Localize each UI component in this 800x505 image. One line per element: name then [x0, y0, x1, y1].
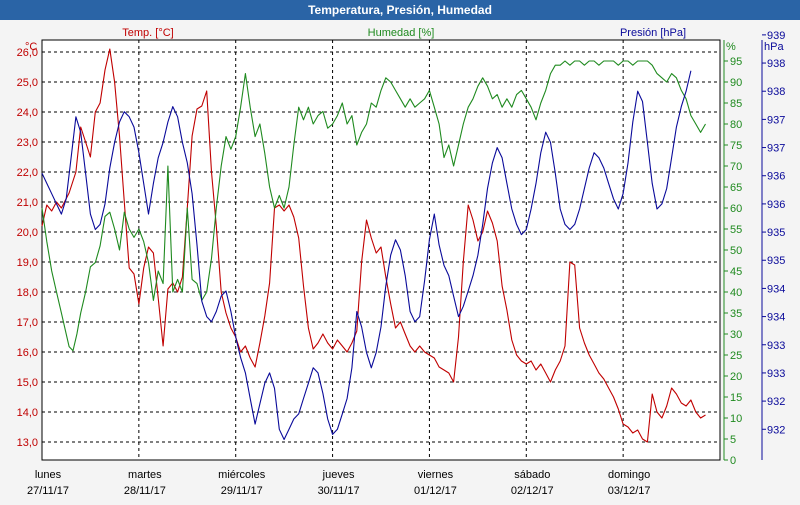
title-bar — [0, 0, 800, 20]
hum-tick-label: 50 — [730, 245, 742, 257]
grid — [42, 40, 720, 460]
day-label: miércoles — [218, 469, 266, 481]
hum-tick-label: 30 — [730, 329, 742, 341]
humidity-line — [41, 60, 706, 352]
hum-tick-label: 60 — [730, 203, 742, 215]
hum-tick-label: 65 — [730, 182, 742, 194]
temp-tick-label: 14,0 — [17, 407, 38, 419]
hum-tick-label: 85 — [730, 98, 742, 110]
temp-tick-label: 23,0 — [17, 137, 38, 149]
day-label: viernes — [418, 469, 454, 481]
pres-tick-label: 932 — [767, 424, 785, 436]
pres-tick-label: 935 — [767, 227, 785, 239]
temp-tick-label: 20,0 — [17, 227, 38, 239]
pres-tick-label: 932 — [767, 396, 785, 408]
temp-tick-label: 19,0 — [17, 257, 38, 269]
hum-tick-label: 95 — [730, 56, 742, 68]
hum-tick-label: 10 — [730, 413, 742, 425]
pres-tick-label: 934 — [767, 283, 785, 295]
hum-tick-label: 0 — [730, 455, 736, 467]
temp-axis-label: Temp. [°C] — [122, 27, 173, 39]
pres-axis-label: Presión [hPa] — [620, 27, 686, 39]
day-label: jueves — [322, 469, 355, 481]
hum-unit-label: % — [726, 41, 736, 53]
temp-tick-label: 15,0 — [17, 377, 38, 389]
hum-tick-label: 15 — [730, 392, 742, 404]
hum-tick-label: 5 — [730, 434, 736, 446]
hum-axis-label: Humedad [%] — [368, 27, 435, 39]
temp-tick-label: 16,0 — [17, 347, 38, 359]
date-label: 02/12/17 — [511, 485, 554, 497]
day-label: martes — [128, 469, 162, 481]
day-label: domingo — [608, 469, 650, 481]
pres-tick-label: 934 — [767, 312, 785, 324]
pres-tick-label: 937 — [767, 143, 785, 155]
hum-tick-label: 70 — [730, 161, 742, 173]
hum-tick-label: 80 — [730, 119, 742, 131]
hum-tick-label: 90 — [730, 77, 742, 89]
axes-layer: 13,0 14,0 15,0 16,0 17,0 18,0 19,0 20,0 21,0 22,0… — [17, 30, 786, 497]
chart-title: Temperatura, Presión, Humedad — [308, 3, 492, 17]
date-label: 29/11/17 — [221, 485, 263, 497]
day-label: lunes — [35, 469, 62, 481]
temp-tick-label: 21,0 — [17, 197, 38, 209]
pres-unit-label: hPa — [764, 41, 784, 53]
temp-tick-label: 17,0 — [17, 317, 38, 329]
pres-tick-label: 938 — [767, 58, 785, 70]
pres-tick-label: 937 — [767, 114, 785, 126]
pres-tick-label: 935 — [767, 255, 785, 267]
pres-tick-label: 933 — [767, 368, 785, 380]
hum-tick-label: 55 — [730, 224, 742, 236]
date-label: 30/11/17 — [318, 485, 360, 497]
date-label: 03/12/17 — [608, 485, 651, 497]
date-label: 27/11/17 — [27, 485, 69, 497]
temp-tick-label: 25,0 — [17, 77, 38, 89]
day-label: sábado — [514, 469, 550, 481]
temp-unit-label: °C — [25, 41, 37, 53]
temp-tick-label: 22,0 — [17, 167, 38, 179]
temp-tick-label: 26,0 — [17, 47, 38, 59]
hum-tick-label: 75 — [730, 140, 742, 152]
temp-tick-label: 13,0 — [17, 437, 38, 449]
pres-tick-label: 938 — [767, 86, 785, 98]
hum-tick-label: 25 — [730, 350, 742, 362]
pres-tick-label: 933 — [767, 340, 785, 352]
date-label: 01/12/17 — [414, 485, 457, 497]
hum-tick-label: 40 — [730, 287, 742, 299]
series-layer — [41, 48, 706, 443]
pres-tick-label: 936 — [767, 171, 785, 183]
temp-tick-label: 24,0 — [17, 107, 38, 119]
pressure-line — [41, 70, 692, 441]
date-label: 28/11/17 — [124, 485, 166, 497]
pres-tick-label: 936 — [767, 199, 785, 211]
hum-tick-label: 35 — [730, 308, 742, 320]
hum-tick-label: 45 — [730, 266, 742, 278]
pres-tick-label: 939 — [767, 30, 785, 42]
hum-tick-label: 20 — [730, 371, 742, 383]
temp-tick-label: 18,0 — [17, 287, 38, 299]
